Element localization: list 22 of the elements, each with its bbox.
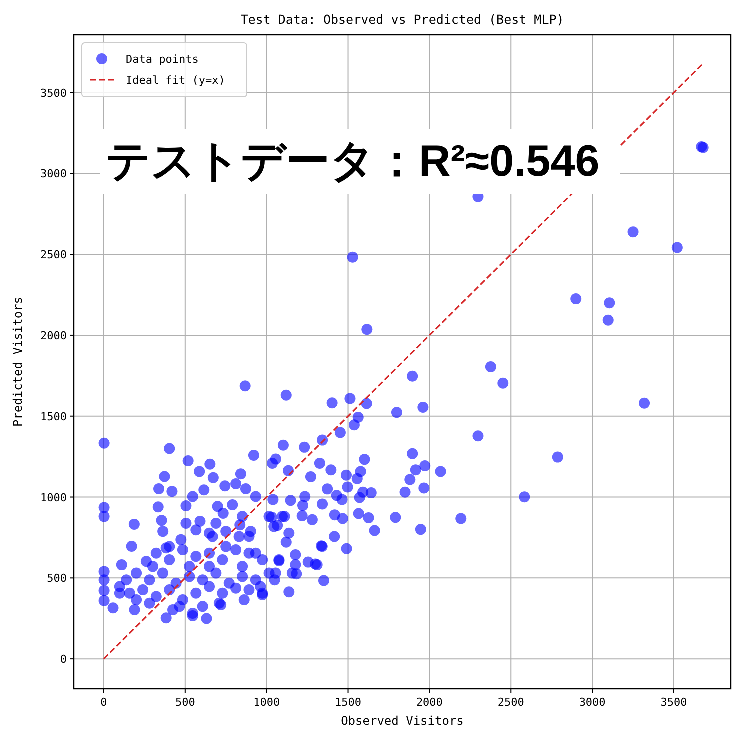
x-tick-label: 1000 <box>254 696 280 709</box>
x-tick-label: 0 <box>100 696 108 709</box>
y-tick-label: 3500 <box>40 86 67 100</box>
y-tick-label: 0 <box>60 653 67 666</box>
y-tick-label: 3000 <box>40 168 67 181</box>
y-tick-label: 2500 <box>40 248 67 262</box>
x-tick-label: 3000 <box>579 696 606 709</box>
x-axis-title: Observed Visitors <box>341 714 464 728</box>
x-tick-label: 1500 <box>335 696 362 709</box>
y-tick-label: 1500 <box>40 410 67 424</box>
x-tick-label: 2500 <box>498 696 524 709</box>
x-tick-label: 2000 <box>416 696 443 709</box>
y-tick-label: 1000 <box>40 491 67 504</box>
chart-title: Test Data: Observed vs Predicted (Best MLP) <box>240 12 564 27</box>
annotation: テストデータ：R²≈0.546 <box>106 137 600 186</box>
legend-label: Ideal fit (y=x) <box>126 74 226 87</box>
y-tick-label: 500 <box>47 572 67 586</box>
x-tick-label: 500 <box>175 696 196 709</box>
y-tick-label: 2000 <box>40 329 67 342</box>
x-tick-label: 3500 <box>660 696 688 709</box>
legend-label: Data points <box>126 53 199 66</box>
y-axis-title: Predicted Visitors <box>11 296 25 428</box>
